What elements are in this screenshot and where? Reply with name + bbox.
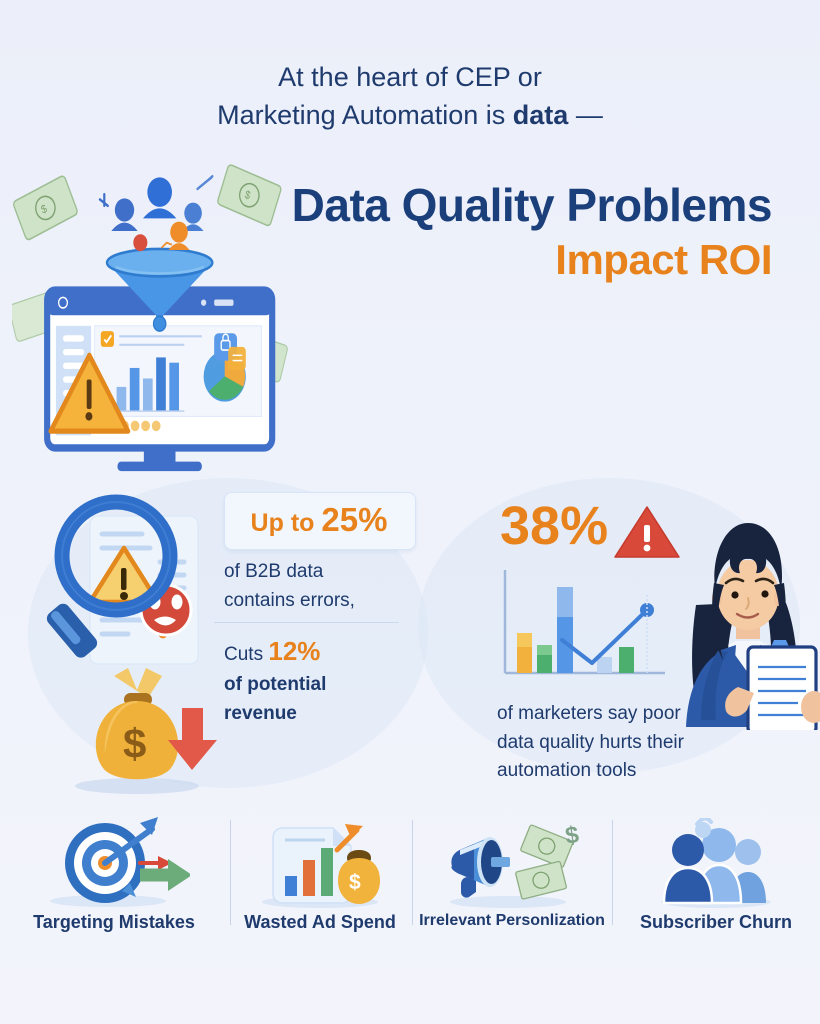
- svg-text:$: $: [564, 822, 582, 850]
- svg-text:$: $: [123, 720, 146, 767]
- svg-text:$: $: [349, 871, 361, 894]
